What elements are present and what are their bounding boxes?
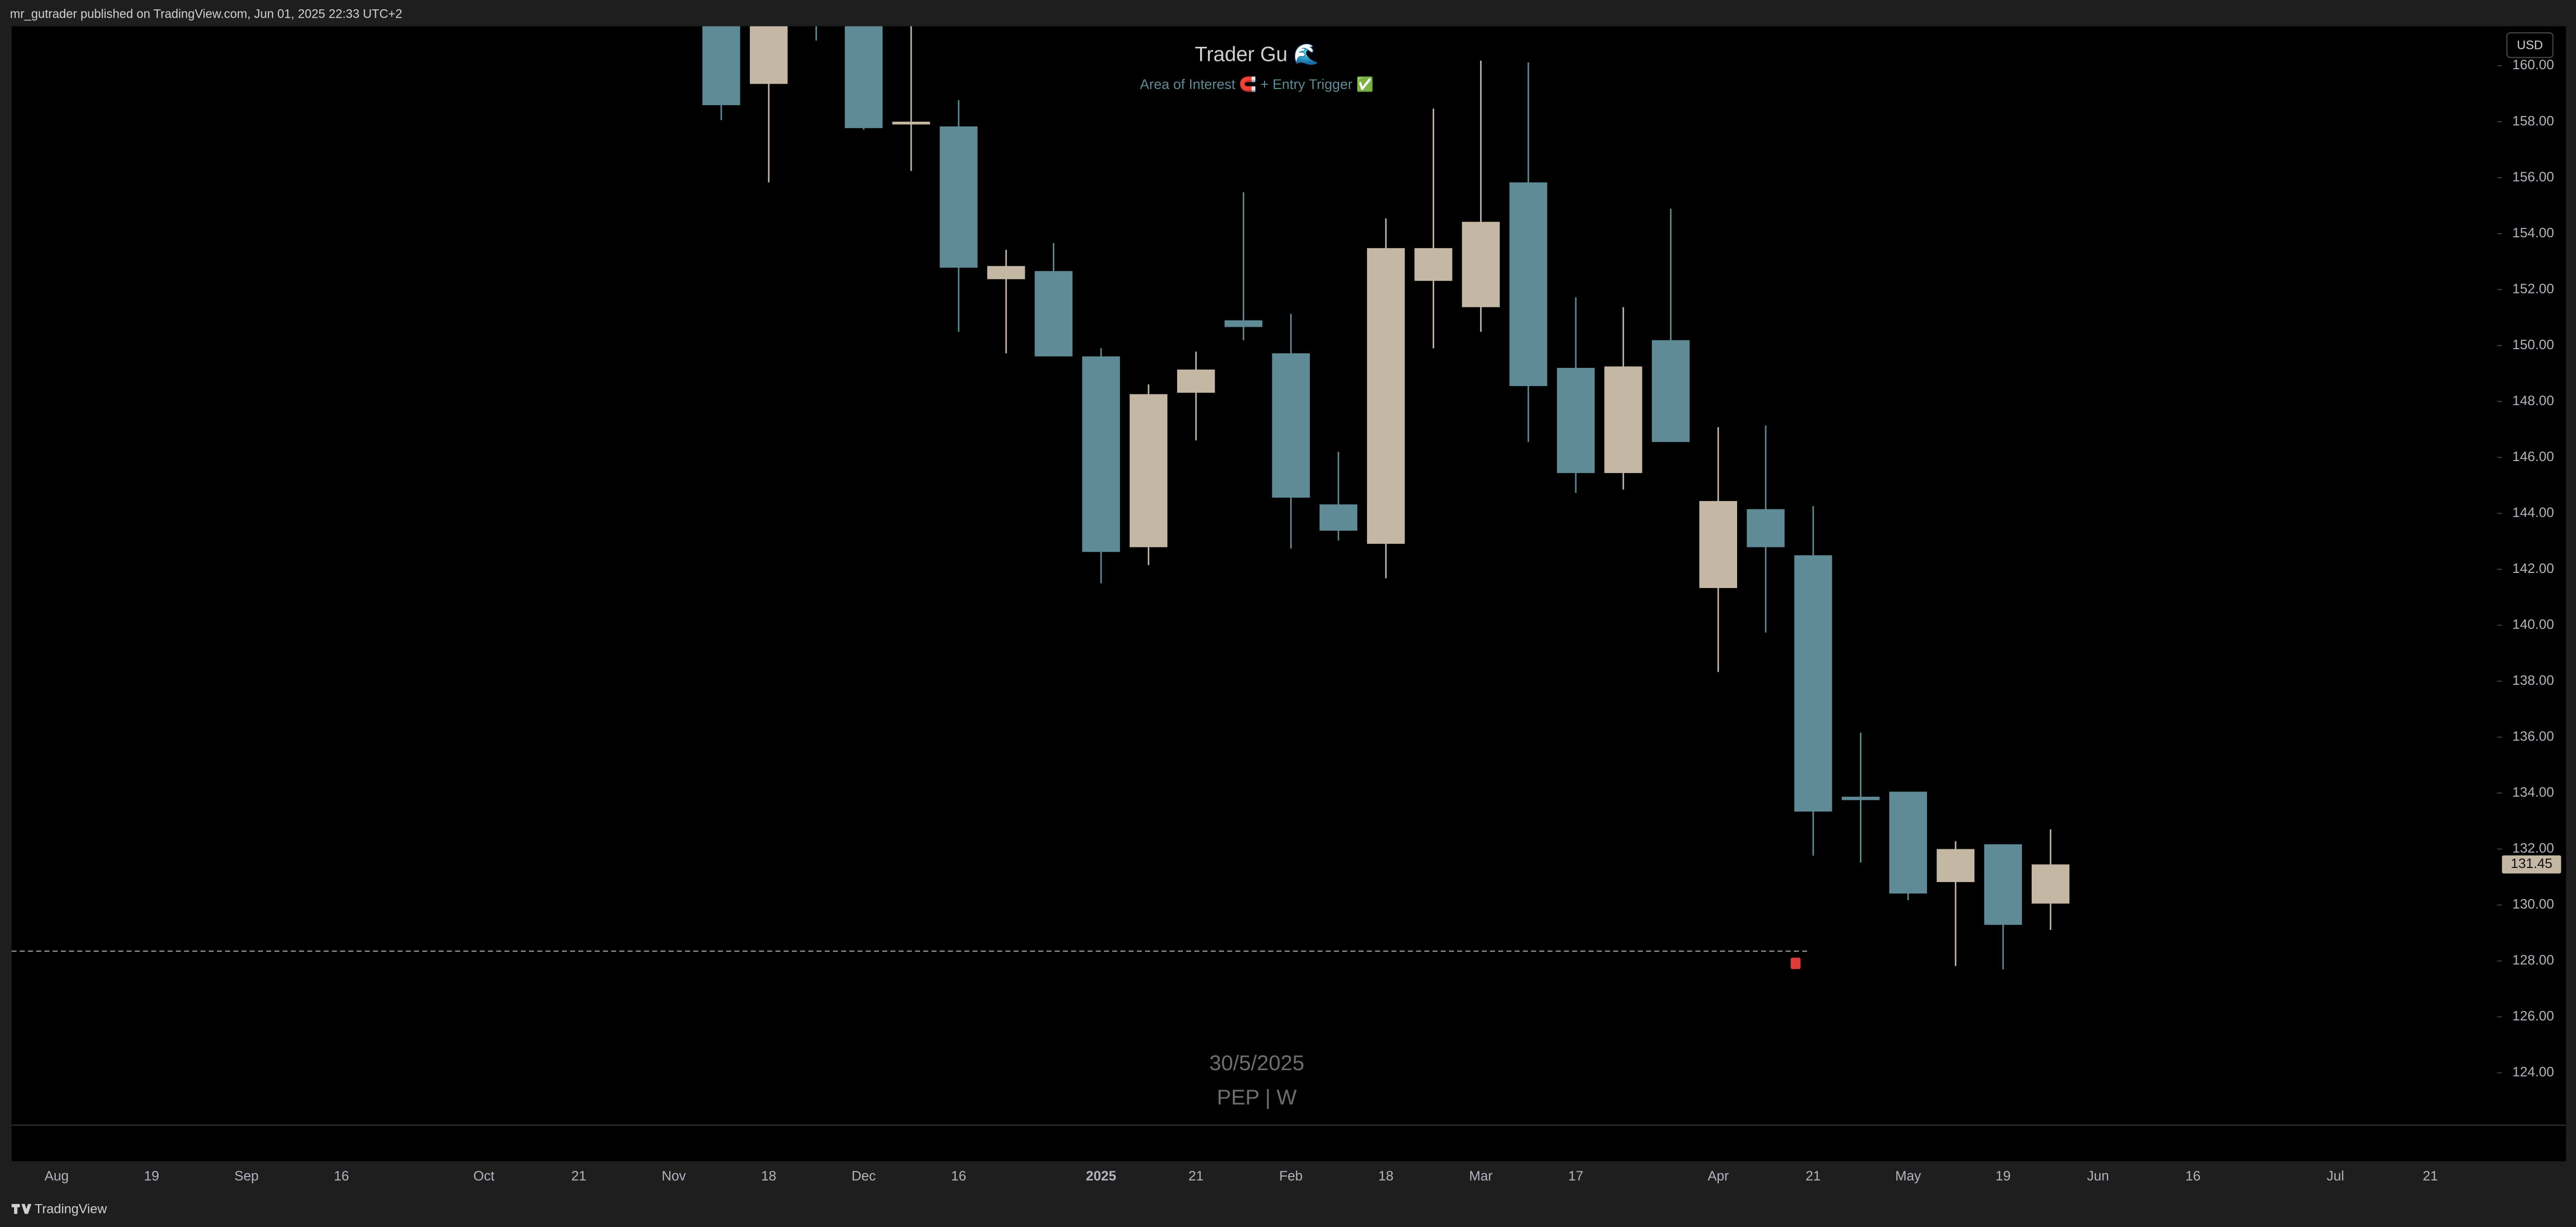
y-tick-label: 154.00 <box>2513 225 2554 240</box>
candle-body <box>1462 222 1500 308</box>
currency-button[interactable]: USD <box>2506 32 2554 58</box>
x-tick-label: 17 <box>1568 1168 1583 1184</box>
x-tick-label: 19 <box>144 1168 159 1184</box>
candle-body <box>987 266 1025 279</box>
x-tick-label: 21 <box>1189 1168 1204 1184</box>
y-tick-label: 142.00 <box>2513 560 2554 576</box>
x-tick-label: 18 <box>1379 1168 1394 1184</box>
candle-body <box>1794 555 1832 812</box>
alert-icon[interactable] <box>1790 957 1801 969</box>
y-tick-label: 124.00 <box>2513 1064 2554 1080</box>
candle-body <box>1557 367 1595 474</box>
publish-info: mr_gutrader published on TradingView.com… <box>10 8 402 21</box>
candle-body <box>1984 844 2022 925</box>
candle-body <box>749 26 788 84</box>
candle-body <box>1367 248 1405 544</box>
candle-body <box>1035 271 1073 356</box>
x-tick-label: Jul <box>2327 1168 2344 1184</box>
candle-body <box>1699 501 1738 589</box>
x-tick-label: Nov <box>661 1168 686 1184</box>
candle-body <box>1889 791 1927 894</box>
candle-body <box>1604 366 1642 474</box>
x-tick-label: Oct <box>473 1168 494 1184</box>
chart-background <box>11 26 2566 1161</box>
y-tick-label: 158.00 <box>2513 113 2554 129</box>
y-tick-label: 156.00 <box>2513 169 2554 184</box>
y-tick-label: 130.00 <box>2513 896 2554 912</box>
y-tick-label: 138.00 <box>2513 672 2554 688</box>
x-tick-label: Sep <box>234 1168 259 1184</box>
candle-body <box>2032 864 2070 904</box>
x-tick-label: 2025 <box>1086 1168 1116 1184</box>
x-tick-label: Aug <box>44 1168 69 1184</box>
y-tick-label: 150.00 <box>2513 337 2554 352</box>
candle-body <box>1936 849 1975 883</box>
x-tick-label: 21 <box>1806 1168 1821 1184</box>
alert-icon-shape <box>1790 957 1801 969</box>
candle-body <box>939 126 978 268</box>
x-tick-label: 16 <box>951 1168 966 1184</box>
x-tick-label: Jun <box>2087 1168 2109 1184</box>
candle-body <box>702 26 741 106</box>
x-tick-label: Apr <box>1707 1168 1729 1184</box>
candle-body <box>1177 369 1215 393</box>
y-tick-label: 140.00 <box>2513 616 2554 632</box>
plot <box>11 26 2070 969</box>
currency-box <box>2506 32 2554 58</box>
x-tick-label: Dec <box>851 1168 876 1184</box>
x-tick-label: 19 <box>1996 1168 2011 1184</box>
y-tick-label: 152.00 <box>2513 280 2554 296</box>
watermark-date: 30/5/2025 <box>1209 1051 1304 1075</box>
y-tick-label: 126.00 <box>2513 1008 2554 1024</box>
y-tick-label: 136.00 <box>2513 728 2554 744</box>
candle-body <box>1225 320 1263 327</box>
y-tick-label: 160.00 <box>2513 57 2554 72</box>
y-tick-label: 148.00 <box>2513 392 2554 408</box>
x-tick-label: Feb <box>1279 1168 1303 1184</box>
candle-body <box>845 26 883 129</box>
candle-body <box>1652 340 1690 442</box>
x-tick-label: Mar <box>1469 1168 1493 1184</box>
brand-logo <box>11 1204 32 1214</box>
brand[interactable]: TradingView <box>11 1202 107 1217</box>
candle-body <box>1082 356 1120 552</box>
y-tick-label: 132.00 <box>2513 840 2554 856</box>
candle-body <box>892 121 930 125</box>
candle-body <box>1414 248 1452 281</box>
candle-body <box>1509 182 1548 386</box>
x-tick-label: 16 <box>334 1168 349 1184</box>
y-tick-label: 144.00 <box>2513 504 2554 520</box>
x-tick-label: 21 <box>2423 1168 2438 1184</box>
x-tick-label: 21 <box>571 1168 586 1184</box>
candle-body <box>1746 509 1785 547</box>
candle-body <box>1129 394 1168 547</box>
currency-label: USD <box>2517 39 2543 53</box>
candle-body <box>1842 797 1880 800</box>
brand-name: TradingView <box>34 1202 107 1217</box>
last-price-box <box>2502 855 2561 874</box>
x-tick-label: May <box>1895 1168 1921 1184</box>
chart-title: Trader Gu 🌊 <box>1195 43 1319 66</box>
candle-body <box>1319 504 1358 531</box>
y-tick-label: 146.00 <box>2513 449 2554 464</box>
watermark-symbol: PEP | W <box>1217 1085 1297 1109</box>
x-tick-label: 16 <box>2185 1168 2200 1184</box>
candle-body <box>1272 353 1310 498</box>
last-price-label: 131.45 <box>2511 855 2553 871</box>
chart-subtitle: Area of Interest 🧲 + Entry Trigger ✅ <box>1140 76 1373 92</box>
y-tick-label: 128.00 <box>2513 952 2554 968</box>
y-tick-label: 134.00 <box>2513 784 2554 800</box>
x-tick-label: 18 <box>761 1168 776 1184</box>
